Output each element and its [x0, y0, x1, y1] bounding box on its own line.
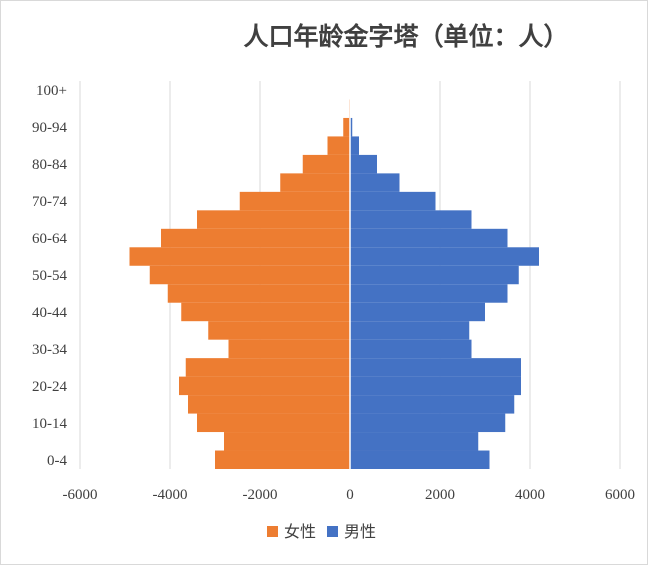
bar-male-5-9	[350, 432, 479, 451]
y-tick-label: 10-14	[32, 416, 67, 432]
x-tick-label: 6000	[605, 487, 635, 503]
chart-title: 人口年龄金字塔（单位：人）	[243, 22, 568, 51]
bar-male-85-89	[350, 136, 359, 155]
bar-male-55-59	[350, 247, 539, 266]
bar-female-90-94	[343, 117, 350, 137]
bar-male-15-19	[350, 395, 515, 414]
bar-male-35-39	[350, 321, 470, 340]
y-tick-label: 50-54	[32, 268, 67, 284]
bar-female-35-39	[208, 321, 350, 340]
y-tick-label: 30-34	[32, 342, 67, 358]
bar-male-75-79	[350, 173, 400, 192]
bar-female-20-24	[179, 376, 350, 396]
legend: 女性 男性	[267, 522, 376, 541]
bar-male-90-94	[350, 117, 353, 137]
bar-male-40-44	[350, 302, 485, 322]
bar-male-80-84	[350, 154, 377, 174]
bar-female-80-84	[302, 154, 350, 174]
legend-label-female: 女性	[284, 522, 316, 541]
bar-female-45-49	[167, 284, 350, 303]
legend-swatch-female	[267, 526, 278, 537]
x-tick-label: 2000	[425, 487, 455, 503]
y-tick-label: 100+	[36, 83, 67, 99]
y-tick-label: 90-94	[32, 120, 67, 136]
bar-male-20-24	[350, 376, 521, 396]
legend-label-male: 男性	[344, 522, 376, 541]
bars	[129, 99, 539, 469]
bar-male-10-14	[350, 413, 506, 433]
bar-female-50-54	[149, 265, 350, 285]
bar-female-55-59	[129, 247, 350, 266]
bar-female-10-14	[197, 413, 350, 433]
bar-female-40-44	[181, 302, 350, 322]
x-tick-label: -6000	[63, 487, 98, 503]
y-tick-label: 40-44	[32, 305, 67, 321]
bar-female-85-89	[327, 136, 350, 155]
bar-male-50-54	[350, 265, 519, 285]
x-tick-label: 4000	[515, 487, 545, 503]
x-tick-label: -2000	[243, 487, 278, 503]
bar-male-45-49	[350, 284, 508, 303]
bar-male-0-4	[350, 450, 490, 469]
bar-male-60-64	[350, 228, 508, 248]
y-tick-label: 80-84	[32, 157, 67, 173]
bar-male-30-34	[350, 339, 472, 359]
bar-male-65-69	[350, 210, 472, 229]
bar-female-15-19	[188, 395, 350, 414]
bar-male-70-74	[350, 191, 436, 211]
y-tick-label: 70-74	[32, 194, 67, 210]
bar-female-25-29	[185, 358, 350, 377]
bar-male-25-29	[350, 358, 521, 377]
y-tick-label: 0-4	[47, 453, 67, 469]
bar-female-60-64	[161, 228, 350, 248]
y-tick-label: 60-64	[32, 231, 67, 247]
bar-female-75-79	[280, 173, 350, 192]
legend-swatch-male	[327, 526, 338, 537]
axes: 0-4 10-14 20-24 30-34 40-44 50-54 60-64 70-74 80…	[32, 81, 635, 503]
bar-female-0-4	[215, 450, 350, 469]
x-tick-label: -4000	[153, 487, 188, 503]
bar-female-5-9	[224, 432, 350, 451]
bar-female-65-69	[197, 210, 350, 229]
y-tick-label: 20-24	[32, 379, 67, 395]
x-tick-label: 0	[346, 487, 354, 503]
bar-female-30-34	[228, 339, 350, 359]
bar-female-70-74	[239, 191, 350, 211]
